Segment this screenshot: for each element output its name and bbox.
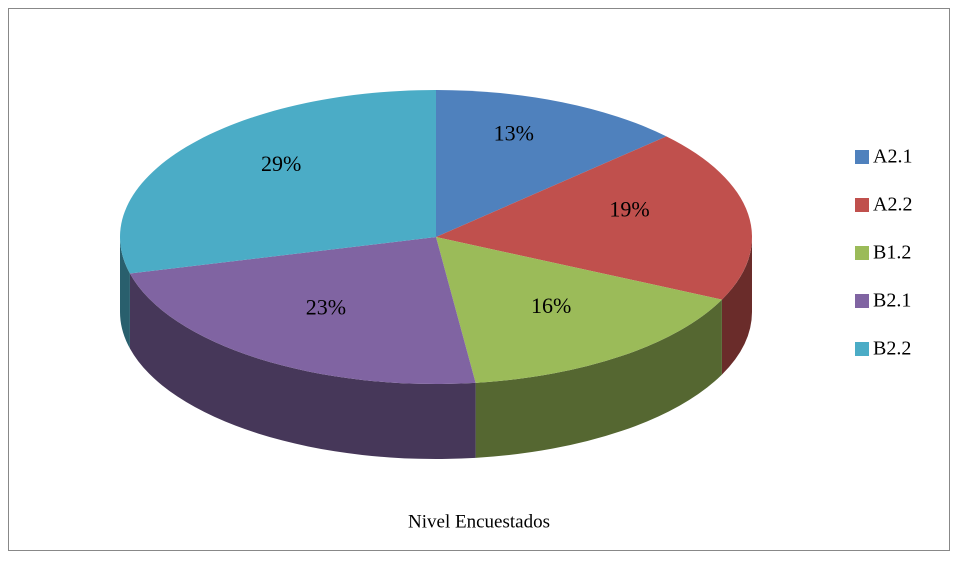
legend-label: B1.2 bbox=[873, 242, 911, 264]
slice bbox=[129, 237, 476, 384]
legend-swatch bbox=[855, 198, 869, 212]
slice bbox=[436, 136, 752, 300]
slice-side bbox=[129, 273, 476, 460]
legend-swatch bbox=[855, 294, 869, 308]
legend-swatch bbox=[855, 246, 869, 260]
data-label: 13% bbox=[494, 120, 534, 145]
slice-side bbox=[721, 237, 752, 375]
data-label: 23% bbox=[306, 295, 346, 320]
data-label: 16% bbox=[531, 293, 571, 318]
legend-label: A2.2 bbox=[873, 194, 912, 216]
slice-side bbox=[120, 237, 130, 349]
slice-side bbox=[475, 299, 722, 458]
slice bbox=[119, 90, 436, 274]
legend-label: B2.2 bbox=[873, 338, 911, 360]
legend-label: A2.1 bbox=[873, 146, 912, 168]
data-label: 29% bbox=[261, 151, 301, 176]
legend-swatch bbox=[855, 150, 869, 164]
data-label: 19% bbox=[609, 196, 649, 221]
slice bbox=[436, 90, 667, 237]
legend-label: B2.1 bbox=[873, 290, 911, 312]
chart-title: Nivel Encuestados bbox=[408, 511, 550, 532]
slice bbox=[436, 237, 722, 383]
legend-swatch bbox=[855, 342, 869, 356]
